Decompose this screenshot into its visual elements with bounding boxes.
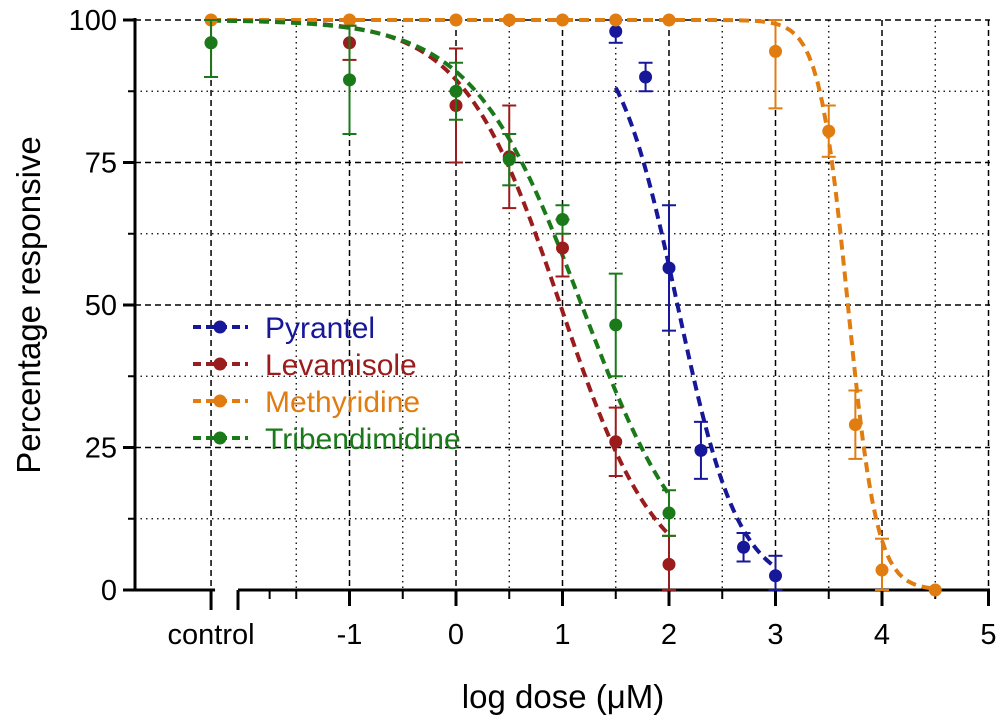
y-tick-label: 50 bbox=[85, 290, 117, 322]
data-point bbox=[769, 44, 782, 58]
data-point bbox=[928, 583, 942, 597]
x-tick-label: 2 bbox=[661, 619, 677, 651]
data-point bbox=[502, 153, 516, 167]
series-tribendimidine bbox=[204, 19, 676, 537]
data-point bbox=[694, 443, 708, 457]
data-point bbox=[556, 213, 569, 226]
legend-marker bbox=[213, 320, 227, 334]
data-point bbox=[609, 24, 623, 38]
data-point bbox=[556, 241, 569, 255]
data-point bbox=[556, 13, 569, 27]
y-axis-title: Percentage responsive bbox=[10, 136, 47, 474]
data-point bbox=[502, 13, 516, 27]
fit-curve-methyridine bbox=[211, 18, 936, 591]
fit-curve-tribendimidine bbox=[211, 18, 671, 496]
axis-layer: 0 25 50 75 100 control -1 0 1 2 3 4 5 bbox=[69, 5, 997, 651]
data-point bbox=[662, 13, 676, 27]
y-tick-label: 75 bbox=[85, 148, 117, 180]
x-tick-label-control: control bbox=[168, 619, 255, 651]
y-tick-label: 100 bbox=[69, 5, 117, 37]
data-point bbox=[609, 435, 623, 449]
legend-label: Levamisole bbox=[265, 349, 417, 382]
data-point bbox=[609, 318, 623, 332]
legend-marker bbox=[213, 394, 227, 408]
legend-label: Pyrantel bbox=[265, 312, 375, 345]
x-tick-label: -1 bbox=[337, 619, 363, 651]
data-point bbox=[449, 13, 463, 27]
x-tick-label: 1 bbox=[554, 619, 570, 651]
point-layer bbox=[204, 13, 942, 597]
series-methyridine bbox=[204, 13, 942, 597]
data-point bbox=[737, 540, 751, 554]
legend: Pyrantel Levamisole Methyridine Tribendimid… bbox=[193, 312, 461, 456]
data-point bbox=[662, 261, 676, 275]
data-point bbox=[822, 124, 836, 138]
fit-curve-pyrantel bbox=[613, 86, 777, 569]
legend-marker bbox=[213, 357, 227, 371]
data-point bbox=[875, 563, 889, 577]
x-tick-label: 3 bbox=[767, 619, 783, 651]
data-point bbox=[204, 36, 218, 50]
y-tick-label: 25 bbox=[85, 433, 117, 465]
legend-label: Methyridine bbox=[265, 386, 420, 419]
curve-layer bbox=[211, 18, 936, 591]
data-point bbox=[662, 557, 676, 571]
x-tick-label: 0 bbox=[448, 619, 464, 651]
x-tick-label: 4 bbox=[874, 619, 890, 651]
data-point bbox=[769, 569, 782, 583]
legend-marker bbox=[213, 431, 227, 445]
y-tick-label: 0 bbox=[101, 575, 117, 607]
data-point bbox=[609, 13, 623, 27]
data-point bbox=[343, 73, 356, 87]
data-point bbox=[449, 84, 463, 98]
x-tick-label: 5 bbox=[980, 619, 996, 651]
legend-label: Tribendimidine bbox=[265, 423, 461, 456]
grid-layer bbox=[135, 19, 990, 590]
fit-curve-levamisole bbox=[211, 18, 671, 537]
data-point bbox=[662, 506, 676, 520]
data-point bbox=[343, 13, 356, 27]
data-point bbox=[848, 418, 862, 432]
data-point bbox=[639, 70, 653, 84]
x-axis-title: log dose (μM) bbox=[462, 678, 664, 715]
